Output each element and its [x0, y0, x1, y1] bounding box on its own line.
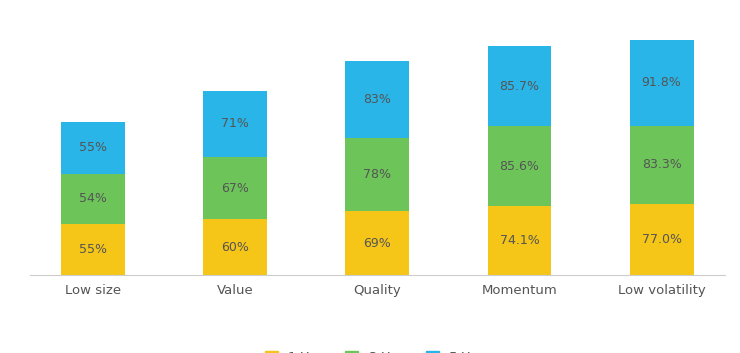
Text: 85.6%: 85.6% [500, 160, 539, 173]
Bar [488, 46, 551, 126]
Text: 91.8%: 91.8% [642, 77, 682, 89]
Bar [204, 157, 267, 219]
Bar [630, 203, 693, 275]
Text: 71%: 71% [221, 117, 249, 130]
Bar [488, 206, 551, 275]
Text: 83.3%: 83.3% [642, 158, 682, 171]
Bar [346, 211, 409, 275]
Bar [61, 122, 125, 174]
Bar [346, 138, 409, 211]
Bar [204, 219, 267, 275]
Text: 74.1%: 74.1% [500, 234, 539, 247]
Text: 69%: 69% [363, 237, 391, 250]
Bar [61, 174, 125, 224]
Bar [488, 126, 551, 206]
Text: 55%: 55% [79, 142, 107, 155]
Text: 60%: 60% [221, 241, 249, 254]
Text: 78%: 78% [363, 168, 391, 181]
Text: 77.0%: 77.0% [642, 233, 682, 246]
Bar [630, 40, 693, 126]
Bar [630, 126, 693, 203]
Text: 55%: 55% [79, 243, 107, 256]
Bar [61, 224, 125, 275]
Text: 54%: 54% [79, 192, 107, 205]
Bar [204, 91, 267, 157]
Text: 85.7%: 85.7% [500, 80, 539, 93]
Bar [346, 61, 409, 138]
Legend: 1 Year, 3 Year, 5 Year: 1 Year, 3 Year, 5 Year [260, 347, 494, 353]
Text: 67%: 67% [221, 181, 249, 195]
Text: 83%: 83% [363, 93, 391, 106]
